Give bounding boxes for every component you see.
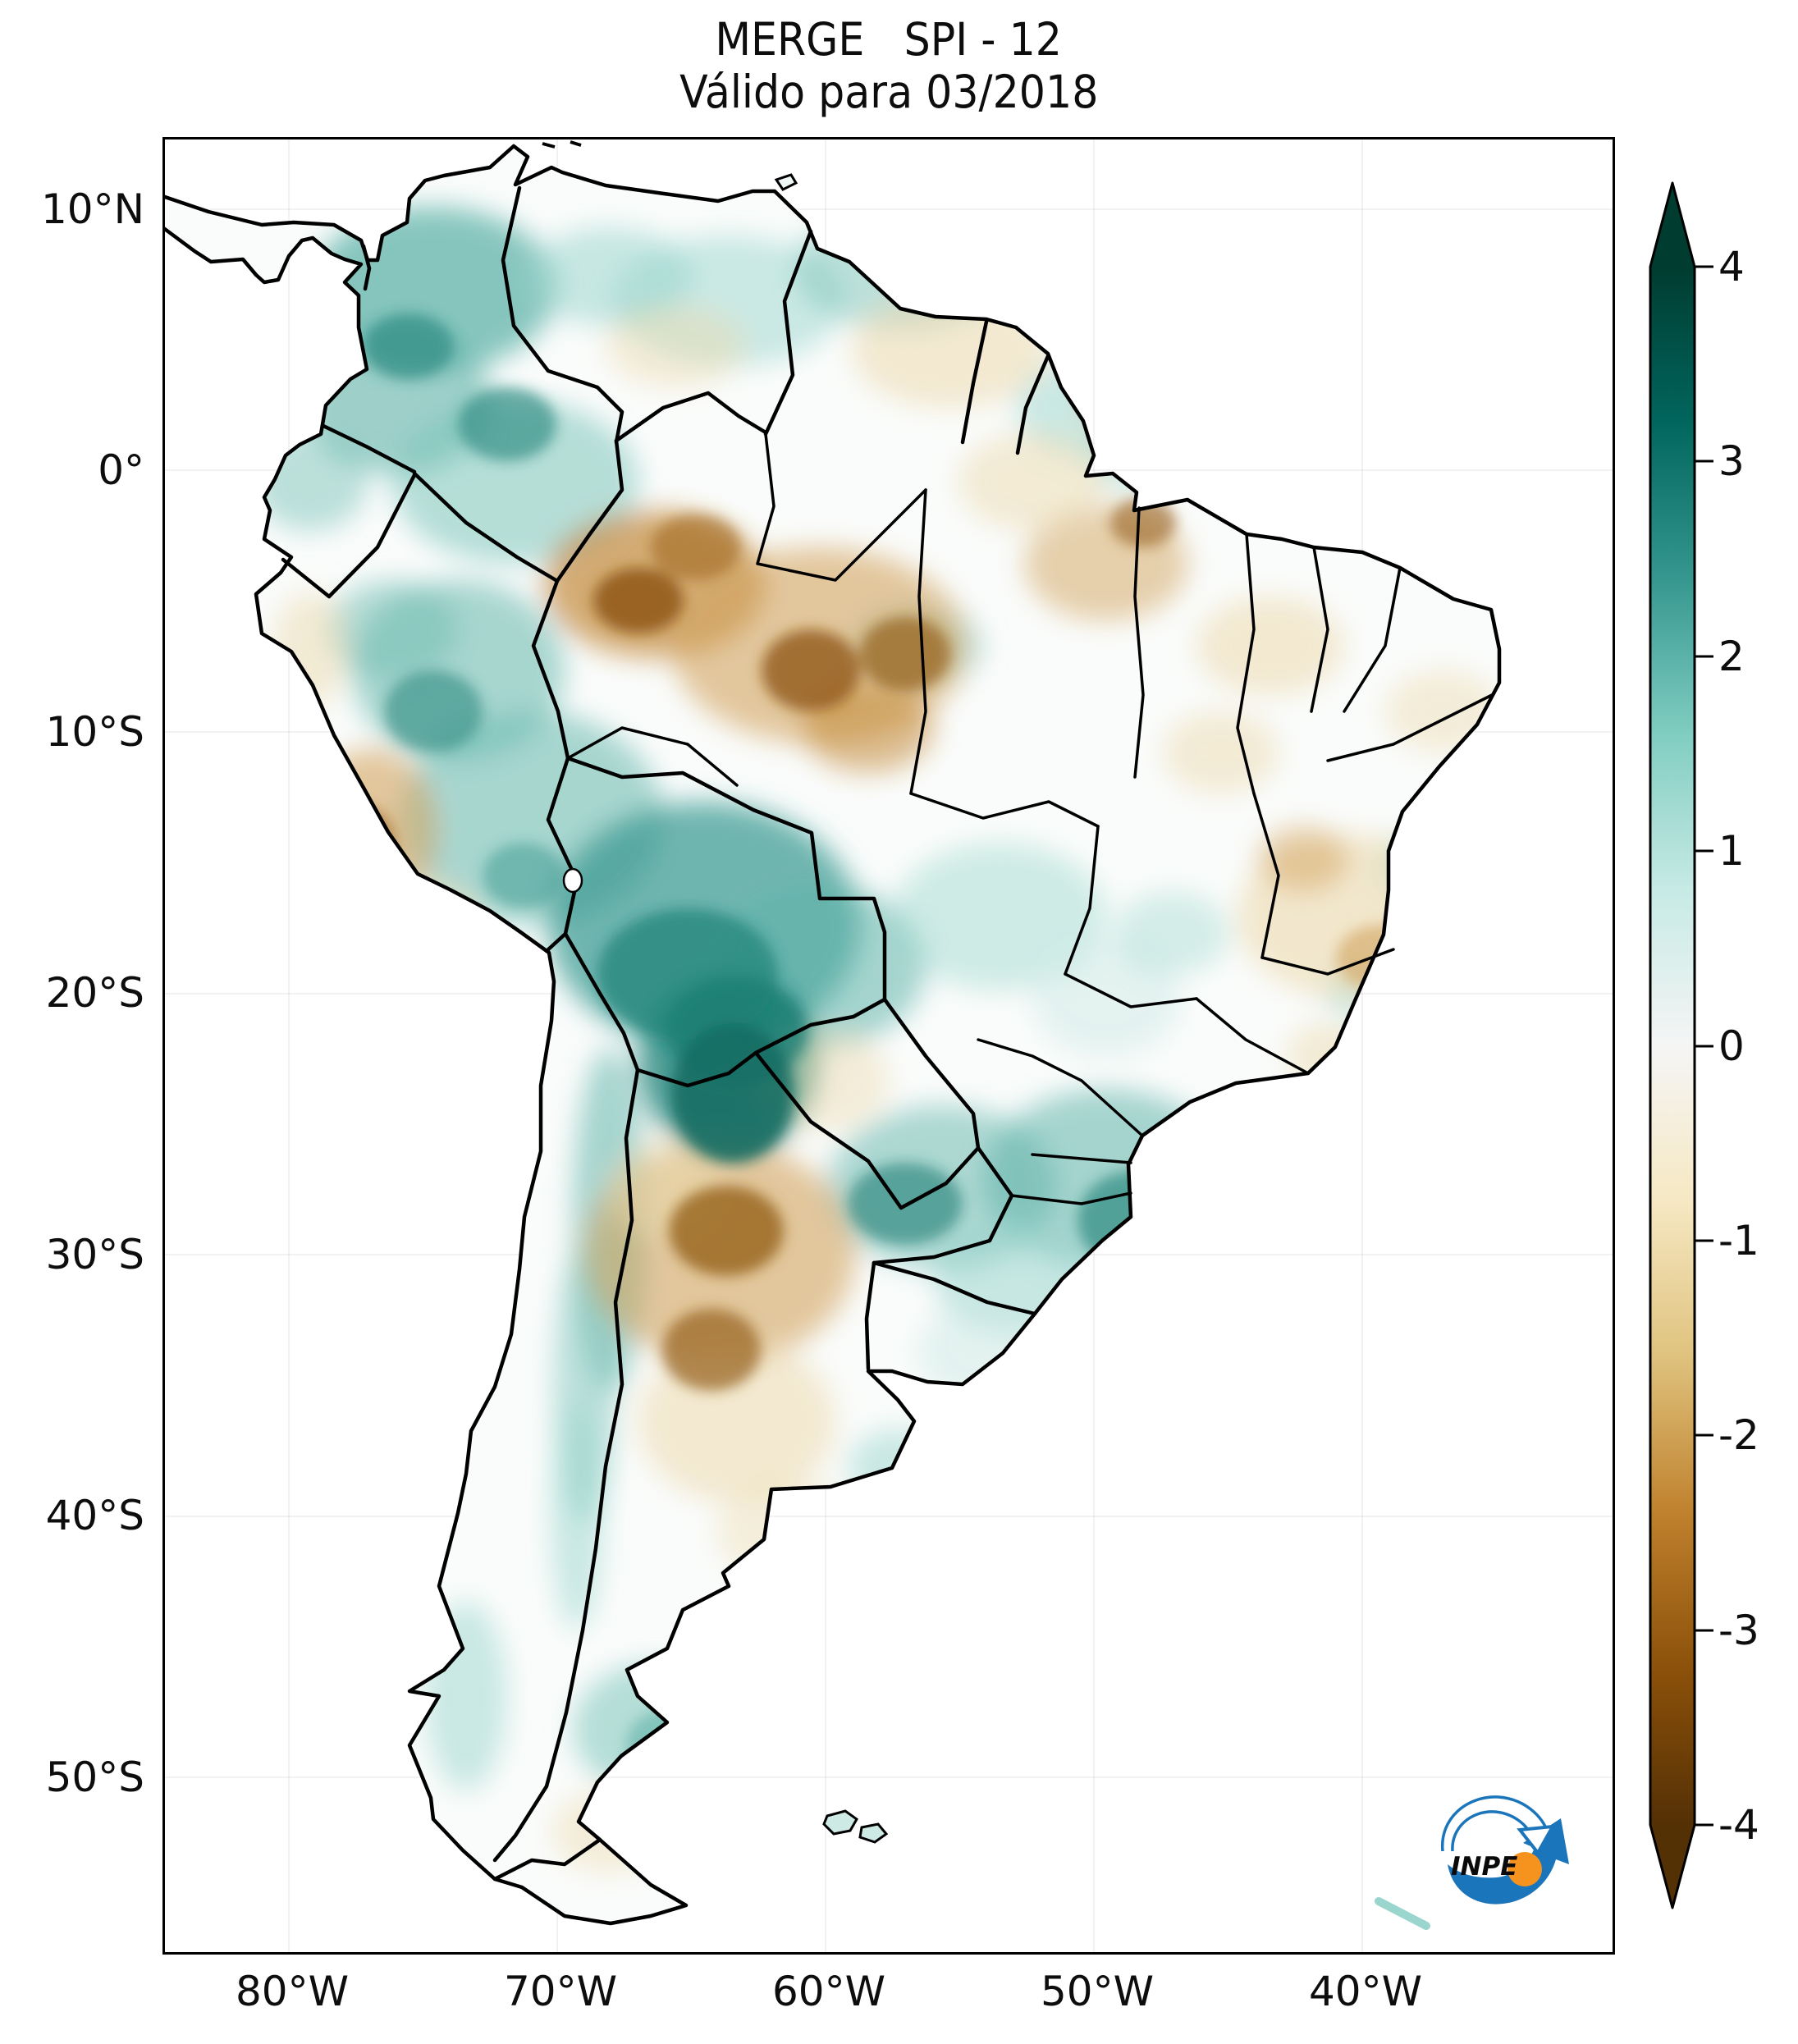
islands xyxy=(542,140,1430,1930)
inpe-logo-text: INPE xyxy=(1451,1852,1517,1882)
colorbar-tick-label: 1 xyxy=(1718,827,1745,875)
lon-tick-label: 50°W xyxy=(1040,1968,1155,2015)
colorbar-tick-label: -1 xyxy=(1718,1217,1759,1264)
country-borders xyxy=(281,185,1050,1882)
colorbar-tick-label: 3 xyxy=(1718,437,1745,485)
inpe-logo: INPE xyxy=(1441,1795,1569,1905)
figure-subtitle: Válido para 03/2018 xyxy=(162,66,1615,118)
lat-tick-label: 10°N xyxy=(40,185,144,233)
colorbar xyxy=(1649,181,1713,1909)
colorbar-ticks xyxy=(1695,265,1713,1827)
colorbar-tick-label: -3 xyxy=(1718,1607,1759,1654)
lat-tick-label: 40°S xyxy=(45,1492,144,1539)
colorbar-tick-label: 0 xyxy=(1718,1022,1745,1070)
map-canvas: INPE xyxy=(162,137,1615,1955)
inpe-logo-orbit-outer xyxy=(1441,1795,1550,1852)
lat-tick-label: 30°S xyxy=(45,1231,144,1278)
state-borders xyxy=(566,432,1494,1205)
lat-tick-label: 0° xyxy=(98,446,144,494)
inpe-logo-orbit-inner xyxy=(1451,1810,1534,1852)
lon-tick-label: 80°W xyxy=(235,1968,350,2015)
lat-tick-label: 20°S xyxy=(45,969,144,1017)
lon-tick-label: 40°W xyxy=(1308,1968,1423,2015)
colorbar-tick-label: -4 xyxy=(1718,1801,1759,1849)
colorbar-tick-label: 2 xyxy=(1718,633,1745,680)
lat-tick-label: 50°S xyxy=(45,1754,144,1801)
figure-subtitle-text: Válido para 03/2018 xyxy=(679,66,1099,118)
lat-tick-label: 10°S xyxy=(45,708,144,756)
figure-title: MERGE SPI - 12 xyxy=(162,13,1615,66)
colorbar-gradient-bar xyxy=(1649,181,1696,1909)
figure-title-text: MERGE SPI - 12 xyxy=(715,13,1063,66)
inpe-logo-down-arrow xyxy=(1517,1824,1556,1856)
map-frame xyxy=(162,137,1615,1955)
lon-tick-label: 70°W xyxy=(503,1968,618,2015)
colorbar-tick-label: 4 xyxy=(1718,243,1745,290)
lon-tick-label: 60°W xyxy=(771,1968,886,2015)
colorbar-tick-label: -2 xyxy=(1718,1411,1759,1459)
inpe-logo-orange-dot xyxy=(1507,1852,1542,1886)
